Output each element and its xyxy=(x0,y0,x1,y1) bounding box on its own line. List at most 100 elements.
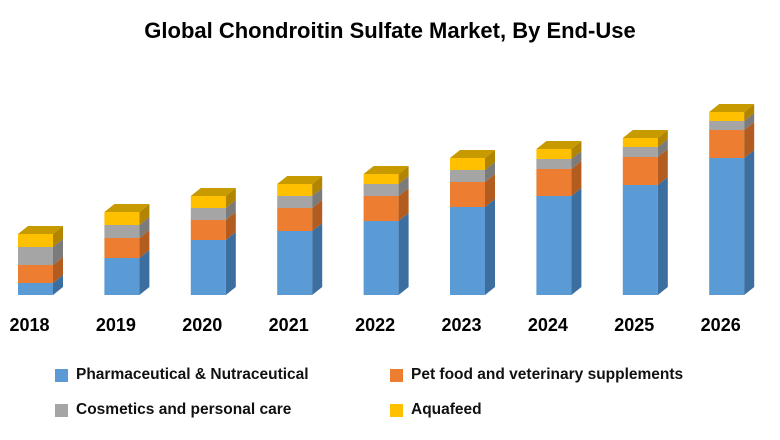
bar-segment-side xyxy=(139,230,150,258)
bar-segment-side xyxy=(398,166,409,184)
bar-segment-side xyxy=(312,188,323,208)
legend-swatch-aquafeed xyxy=(390,403,403,417)
bar-segment-front xyxy=(104,258,140,295)
bar-2018 xyxy=(18,226,63,295)
bar-segment-side xyxy=(225,212,236,240)
bar-segment-side xyxy=(398,188,409,221)
legend-swatch-pet-food xyxy=(390,368,403,382)
bar-segment-side xyxy=(657,139,668,157)
bar-segment-side xyxy=(312,176,323,196)
bar-top-face xyxy=(190,188,236,196)
bar-2024 xyxy=(536,141,582,295)
bar-segment-side xyxy=(53,257,63,283)
bar-segment-side xyxy=(485,150,495,170)
bar-segment-side xyxy=(312,223,323,295)
bar-top-face xyxy=(450,150,495,158)
legend-swatch-cosmetics xyxy=(55,403,68,417)
x-axis-label: 2022 xyxy=(355,315,395,335)
bar-top-face xyxy=(277,176,323,184)
bar-2021 xyxy=(277,176,323,295)
bar-segment-front xyxy=(277,196,313,208)
bar-segment-side xyxy=(139,204,150,225)
bar-top-face xyxy=(18,226,63,234)
legend-item-aquafeed: Aquafeed xyxy=(390,401,482,419)
bar-segment-side xyxy=(744,122,755,158)
bar-top-face xyxy=(622,130,668,138)
bar-segment-side xyxy=(53,226,63,247)
bar-segment-side xyxy=(657,130,668,147)
bar-segment-side xyxy=(485,162,495,182)
bar-segment-side xyxy=(225,188,236,208)
bar-segment-front xyxy=(450,170,485,182)
legend-item-pharmaceutical: Pharmaceutical & Nutraceutical xyxy=(55,366,309,384)
bar-segment-front xyxy=(190,208,226,220)
bar-segment-side xyxy=(744,104,755,121)
bar-segment-front xyxy=(363,174,399,184)
bar-segment-front xyxy=(277,184,313,196)
bar-segment-front xyxy=(18,234,53,247)
bar-top-face xyxy=(709,104,755,112)
bar-2023 xyxy=(450,150,495,295)
bar-segment-side xyxy=(139,217,150,238)
bar-segment-side xyxy=(744,113,755,130)
bar-segment-front xyxy=(709,121,745,130)
bar-segment-front xyxy=(536,169,572,196)
bar-segment-front xyxy=(190,220,226,240)
bar-segment-side xyxy=(571,188,582,295)
bar-segment-side xyxy=(53,239,63,265)
bar-segment-front xyxy=(536,196,572,295)
plot-area: 2018 2019 2020 2021 2022 2023 2024 2025 2026 xyxy=(9,104,755,335)
x-axis-label: 2018 xyxy=(9,315,49,335)
bar-segment-side xyxy=(139,250,150,295)
bar-segment-side xyxy=(225,232,236,295)
bar-segment-front xyxy=(18,265,53,283)
legend-swatch-pharmaceutical xyxy=(55,368,68,382)
bar-segment-front xyxy=(18,247,53,265)
bar-segment-side xyxy=(53,275,63,295)
legend-label-pharmaceutical: Pharmaceutical & Nutraceutical xyxy=(76,366,309,383)
bar-segment-side xyxy=(571,141,582,159)
bar-segment-front xyxy=(450,207,485,295)
bar-segment-front xyxy=(277,231,313,295)
x-axis-label: 2025 xyxy=(614,315,654,335)
bar-segment-front xyxy=(363,196,399,221)
bar-segment-side xyxy=(571,161,582,196)
bar-segment-front xyxy=(363,221,399,295)
bar-segment-front xyxy=(536,149,572,159)
bar-segment-front xyxy=(18,283,53,295)
bar-segment-side xyxy=(312,200,323,231)
bar-segment-front xyxy=(104,238,140,258)
bar-segment-front xyxy=(709,130,745,158)
bar-segment-front xyxy=(104,212,140,225)
bar-segment-front xyxy=(104,225,140,238)
bar-segment-front xyxy=(622,157,658,185)
x-axis-label: 2021 xyxy=(269,315,309,335)
bar-segment-front xyxy=(709,158,745,295)
bar-top-face xyxy=(536,141,582,149)
x-axis-label: 2019 xyxy=(96,315,136,335)
legend-label-aquafeed: Aquafeed xyxy=(411,401,482,418)
x-axis-label: 2020 xyxy=(182,315,222,335)
x-axis-label: 2026 xyxy=(701,315,741,335)
bar-segment-front xyxy=(450,158,485,170)
bar-segment-front xyxy=(363,184,399,196)
bar-2020 xyxy=(190,188,236,295)
bar-2022 xyxy=(363,166,409,295)
x-axis-label: 2023 xyxy=(441,315,481,335)
bar-2026 xyxy=(709,104,755,295)
legend-label-pet-food: Pet food and veterinary supplements xyxy=(411,366,684,383)
bar-segment-front xyxy=(536,159,572,169)
bar-segment-front xyxy=(190,240,226,295)
chart-title: Global Chondroitin Sulfate Market, By En… xyxy=(144,18,636,43)
legend-item-pet-food: Pet food and veterinary supplements xyxy=(390,366,683,384)
bar-segment-side xyxy=(485,199,495,295)
legend-label-cosmetics: Cosmetics and personal care xyxy=(76,401,292,418)
bar-segment-front xyxy=(622,185,658,295)
bar-segment-side xyxy=(744,150,755,295)
bar-segment-front xyxy=(622,138,658,147)
bar-segment-side xyxy=(398,176,409,196)
bar-top-face xyxy=(104,204,150,212)
bar-segment-side xyxy=(657,149,668,185)
bar-2019 xyxy=(104,204,150,295)
